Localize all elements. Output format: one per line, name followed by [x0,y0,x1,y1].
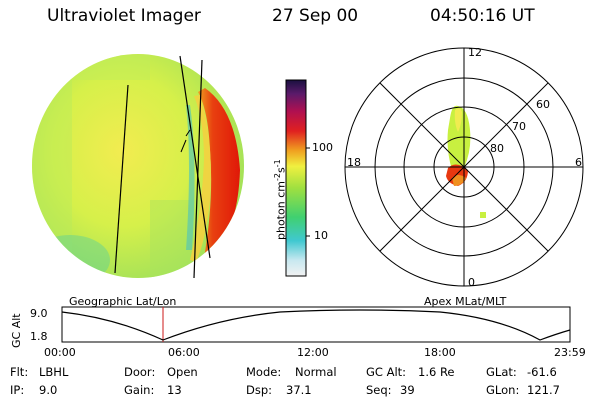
door-value: Open [167,365,198,379]
colorbar-label-base: photon cm [274,181,288,240]
colorbar-tick-100: 100 [312,141,333,154]
mlat-label-80: 80 [490,142,504,155]
colorbar-label-s: s [274,167,288,174]
glat-label: GLat: [486,365,517,379]
glon-value: 121.7 [527,383,560,397]
gcalt-value: 1.6 Re [418,365,455,379]
time-tick-2359: 23:59 [554,346,586,359]
mode-value: Normal [295,365,337,379]
colorbar-label-exp1: -2 [273,173,282,182]
time-tick-1200: 12:00 [297,346,329,359]
altitude-axis-label: GC Alt [10,313,23,348]
gain-value: 13 [167,383,182,397]
mlt-label-6: 6 [575,156,582,169]
time-tick-1800: 18:00 [424,346,456,359]
gain-label: Gain: [124,383,155,397]
time-tick-0600: 06:00 [168,346,200,359]
gcalt-label: GC Alt: [366,365,407,379]
glat-value: -61.6 [527,365,557,379]
dsp-value: 37.1 [286,383,312,397]
time-label: 04:50:16 UT [430,6,535,26]
geographic-projection-label: Geographic Lat/Lon [69,295,177,308]
mlt-label-12: 12 [468,46,482,59]
mode-label: Mode: [246,365,282,379]
apex-projection-label: Apex MLat/MLT [424,295,507,308]
altitude-ymin: 1.8 [30,330,48,343]
mlt-label-18: 18 [347,156,361,169]
ip-value: 9.0 [39,383,58,397]
filter-label: Flt: [10,365,29,379]
date-label: 27 Sep 00 [272,6,359,26]
filter-value: LBHL [39,365,69,379]
seq-label: Seq: [366,383,392,397]
colorbar-label-exp2: -1 [273,159,282,168]
mlat-label-70: 70 [512,120,526,133]
colorbar-label: photon cm-2s-1 [273,159,288,240]
seq-value: 39 [400,383,415,397]
door-label: Door: [124,365,156,379]
mlat-label-60: 60 [536,98,550,111]
ip-label: IP: [10,383,25,397]
altitude-ymax: 9.0 [30,307,48,320]
mlt-label-0: 0 [468,276,475,289]
time-tick-0000: 00:00 [44,346,76,359]
colorbar-tick-10: 10 [314,229,328,242]
instrument-title: Ultraviolet Imager [47,6,201,26]
glon-label: GLon: [486,383,520,397]
dsp-label: Dsp: [246,383,273,397]
